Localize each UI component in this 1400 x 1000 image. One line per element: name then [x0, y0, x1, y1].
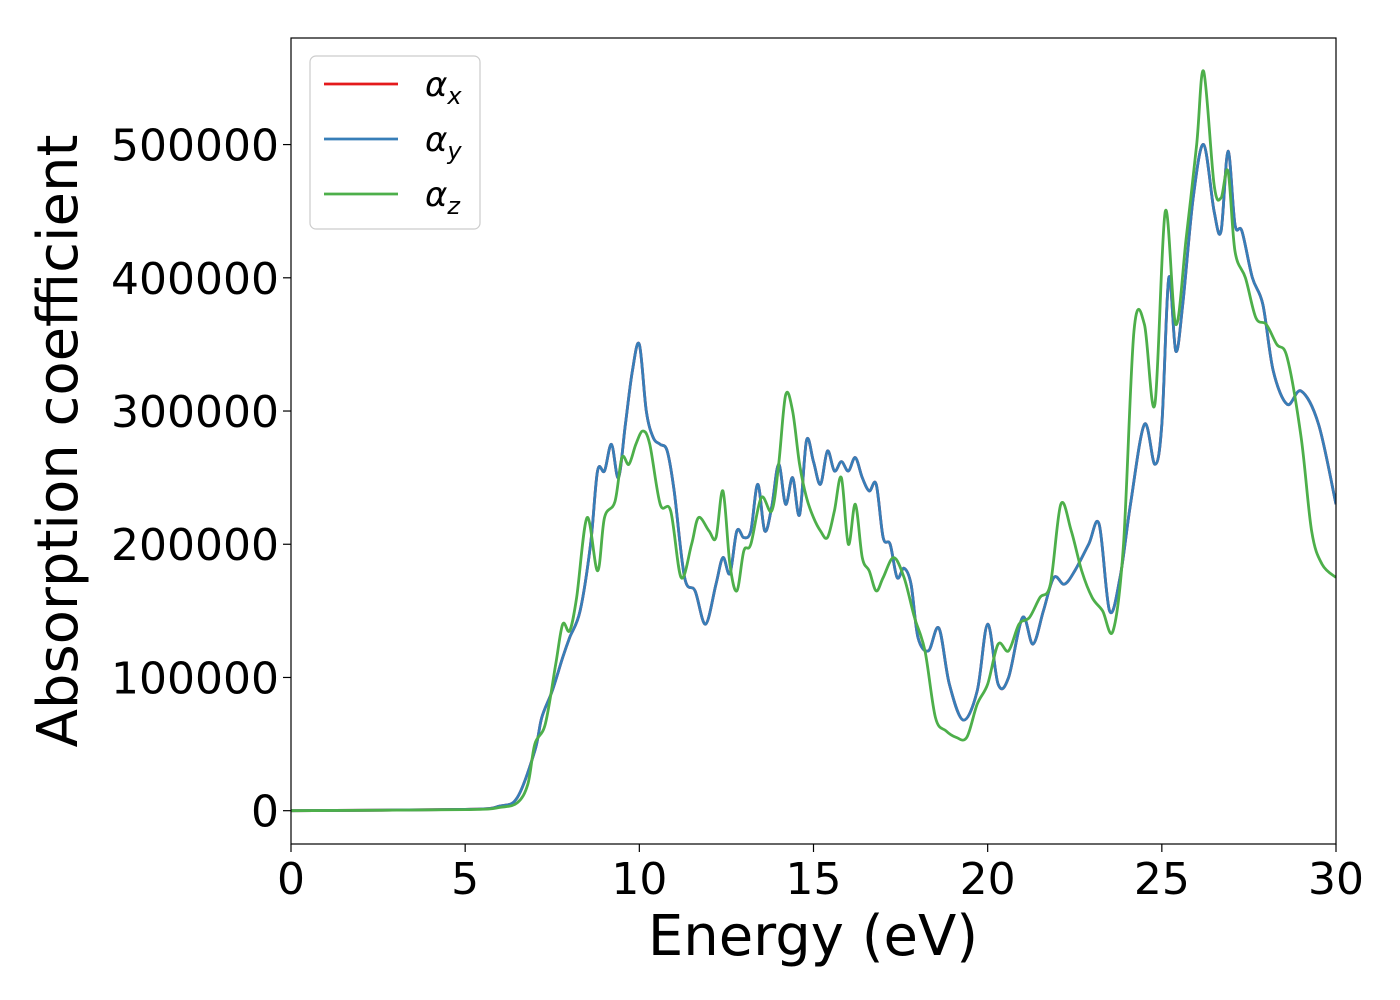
y-tick-label: 400000: [111, 254, 279, 305]
y-axis-title: Absorption coefficient: [26, 135, 91, 748]
x-tick-label: 0: [277, 854, 305, 905]
legend-label-y: αy: [425, 120, 462, 165]
y-tick-label: 500000: [111, 121, 279, 172]
x-tick-label: 25: [1134, 854, 1190, 905]
series-line-y: [291, 143, 1336, 813]
x-tick-label: 30: [1308, 854, 1364, 905]
y-tick-label: 0: [251, 787, 279, 838]
legend-label-x: αx: [425, 65, 462, 110]
legend-label-z: αz: [425, 175, 461, 220]
x-tick-label: 15: [786, 854, 842, 905]
y-tick-label: 200000: [111, 520, 279, 571]
x-tick-label: 20: [960, 854, 1016, 905]
y-ticks: 0 100000 200000 300000 400000 500000: [111, 121, 291, 838]
plot-frame: [290, 37, 1337, 845]
x-tick-label: 5: [451, 854, 479, 905]
x-ticks: 0 5 10 15 20 25 30: [277, 844, 1364, 905]
y-tick-label: 300000: [111, 387, 279, 438]
legend-box: [309, 55, 481, 230]
series-line-x: [291, 143, 1336, 813]
x-axis-title: Energy (eV): [648, 904, 978, 969]
plot-lines: [291, 69, 1336, 813]
legend: αx αy αz: [309, 55, 481, 230]
x-tick-label: 10: [611, 854, 667, 905]
y-tick-label: 100000: [111, 653, 279, 704]
series-line-z: [291, 69, 1336, 813]
